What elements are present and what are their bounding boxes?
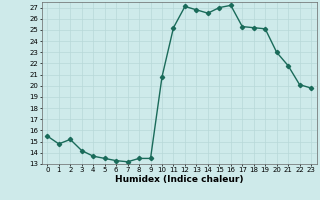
X-axis label: Humidex (Indice chaleur): Humidex (Indice chaleur) <box>115 175 244 184</box>
